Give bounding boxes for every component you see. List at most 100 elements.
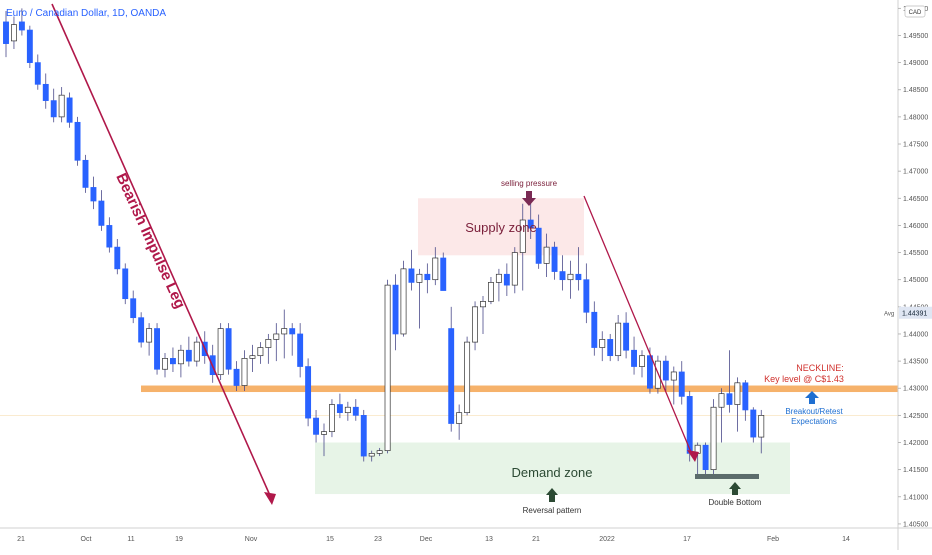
y-tick-label: 1.46000 <box>903 223 928 230</box>
avg-label: Avg <box>884 312 894 318</box>
x-tick-label: 2022 <box>599 536 615 543</box>
x-tick-label: Feb <box>767 536 779 543</box>
candle-bearish <box>106 225 113 248</box>
x-tick-label: 21 <box>532 536 540 543</box>
impulse-arrow-head <box>264 492 276 505</box>
candle-bullish <box>273 333 280 340</box>
candle-bearish <box>575 273 582 281</box>
candle-bearish <box>42 83 49 101</box>
y-tick-label: 1.43000 <box>903 386 928 393</box>
price-tag <box>899 306 932 319</box>
x-tick-label: 13 <box>485 536 493 543</box>
second-impulse-line <box>583 195 694 458</box>
candle-bearish <box>18 21 25 31</box>
candle-bearish <box>392 284 399 335</box>
candle-bearish <box>66 97 73 123</box>
candle-bearish <box>313 417 320 435</box>
candle-bearish <box>742 382 749 411</box>
candle-bearish <box>631 349 638 367</box>
chart-title: Euro / Canadian Dollar, 1D, OANDA <box>6 8 166 19</box>
candle-bearish <box>551 246 558 272</box>
supply-label: Supply zone <box>465 220 537 235</box>
candle-bearish <box>289 328 296 335</box>
candle-bearish <box>662 360 669 381</box>
candle-bullish <box>758 415 765 438</box>
candle-bullish <box>718 393 725 408</box>
candle-bearish <box>678 371 685 397</box>
candle-bullish <box>615 322 622 357</box>
y-tick-label: 1.45500 <box>903 250 928 257</box>
double-bottom-arrow-icon <box>729 482 741 495</box>
price-tag-value: 1.44391 <box>902 311 927 318</box>
candle-bullish <box>734 382 741 405</box>
candle-bearish <box>583 279 590 313</box>
y-tick-label: 1.47500 <box>903 142 928 149</box>
candle-bearish <box>408 268 415 283</box>
candle-bullish <box>480 301 486 308</box>
candle-bearish <box>646 355 653 389</box>
candle-bullish <box>376 450 383 454</box>
candle-bearish <box>154 328 160 370</box>
candle-bearish <box>607 339 614 357</box>
demand-label: Demand zone <box>512 465 593 480</box>
candle-bearish <box>527 219 534 229</box>
candle-bearish <box>170 358 176 365</box>
candle-bearish <box>503 273 510 286</box>
candle-bearish <box>26 29 33 63</box>
currency-badge <box>904 5 926 18</box>
x-tick-label: 17 <box>683 536 691 543</box>
candle-bullish <box>432 257 439 281</box>
candle-bearish <box>726 393 733 405</box>
y-tick-label: 1.42500 <box>903 413 928 420</box>
candle-bullish <box>519 219 526 253</box>
candle-bullish <box>670 371 677 381</box>
breakout-arrow-icon <box>805 391 819 404</box>
y-tick-label: 1.43500 <box>903 359 928 366</box>
x-tick-label: 23 <box>374 536 382 543</box>
candle-bearish <box>233 368 240 386</box>
selling-pressure-icon <box>522 191 536 206</box>
reversal-label: Reversal pattern <box>523 506 582 515</box>
candle-bullish <box>472 306 479 343</box>
neckline-band <box>141 385 898 393</box>
y-tick-label: 1.47000 <box>903 169 928 176</box>
x-tick-label: 21 <box>17 536 25 543</box>
candle-bearish <box>122 268 129 300</box>
candle-bullish <box>456 412 463 424</box>
y-tick-label: 1.49000 <box>903 60 928 67</box>
candle-bearish <box>623 322 630 351</box>
y-tick-label: 1.46500 <box>903 196 928 203</box>
supply-zone <box>418 198 584 256</box>
breakout-label-1: Breakout/Retest <box>785 407 843 416</box>
candle-bearish <box>750 409 757 438</box>
candle-bearish <box>185 349 192 362</box>
y-tick-label: 1.41000 <box>903 494 928 501</box>
candle-bearish <box>138 317 145 343</box>
candle-bullish <box>567 273 574 281</box>
candle-bearish <box>352 406 359 416</box>
candle-bullish <box>384 284 391 451</box>
reversal-arrow-icon <box>546 488 558 502</box>
candle-bullish <box>416 273 423 283</box>
candle-bullish <box>58 94 65 118</box>
y-tick-label: 1.40500 <box>903 521 928 528</box>
candle-bullish <box>11 24 17 42</box>
candle-bullish <box>710 406 717 470</box>
y-tick-label: 1.44000 <box>903 331 928 338</box>
candle-bearish <box>98 200 105 226</box>
x-tick-label: 15 <box>326 536 334 543</box>
double-bottom-label: Double Bottom <box>709 498 762 507</box>
candle-bullish <box>543 246 550 264</box>
currency-badge-label: CAD <box>909 10 922 16</box>
candle-bullish <box>257 347 264 357</box>
candle-bullish <box>344 406 351 414</box>
y-tick-label: 1.48500 <box>903 87 928 94</box>
candle-bearish <box>90 187 97 202</box>
x-tick-label: Dec <box>420 536 433 543</box>
candle-bearish <box>448 328 455 424</box>
x-tick-label: Nov <box>245 536 258 543</box>
candle-bullish <box>511 252 518 286</box>
candle-bearish <box>440 257 447 291</box>
